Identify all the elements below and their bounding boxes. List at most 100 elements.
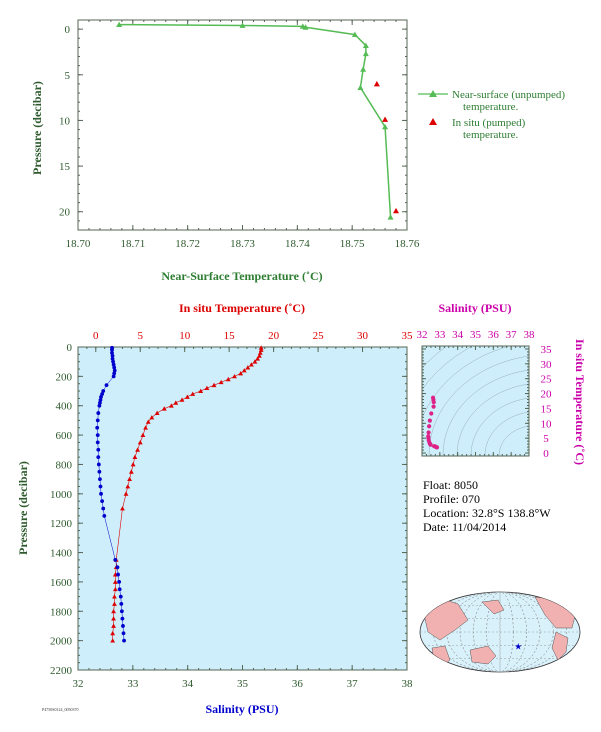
temp-tick-label: 35 — [402, 330, 414, 342]
x-tick-label: 18.74 — [285, 238, 310, 250]
x-tick-label: 18.76 — [395, 238, 420, 250]
location-map: ★ — [419, 591, 581, 673]
salinity-point — [95, 418, 100, 423]
temperature-point — [128, 469, 134, 474]
salinity-point — [99, 491, 103, 496]
temperature-point — [110, 630, 116, 636]
salinity-point — [117, 580, 122, 584]
figure-stamp: P4750S0124_0050370 — [42, 707, 79, 712]
temperature-point — [132, 454, 138, 460]
salinity-point — [104, 383, 109, 388]
salinity-point — [97, 403, 102, 408]
temperature-point — [140, 432, 146, 438]
ts-point — [428, 442, 433, 447]
ts-diagram: 32 33 34 35 36 37 38 0 5 10 15 20 25 30 35 — [417, 329, 553, 460]
ts-y-tick-label: 20 — [541, 389, 553, 401]
x-tick-label: 18.71 — [120, 238, 145, 250]
ts-point — [427, 418, 432, 423]
ts-point — [431, 404, 436, 409]
y-tick-label: 800 — [56, 459, 73, 471]
salinity-point — [101, 506, 106, 511]
ts-y-tick-label: 35 — [541, 344, 553, 356]
pumped-temperature-point — [393, 207, 400, 214]
salinity-point — [98, 397, 103, 402]
temperature-point — [252, 359, 258, 364]
y-tick-label: 1400 — [50, 548, 73, 560]
salinity-point — [110, 353, 115, 358]
map-meridian — [446, 592, 554, 672]
salinity-point — [97, 469, 102, 474]
temp-tick-label: 5 — [137, 330, 143, 342]
salinity-point — [98, 477, 102, 482]
ts-y-tick-label: 10 — [541, 418, 553, 430]
temperature-point — [241, 368, 247, 373]
near-surface-xlabel: Near-Surface Temperature (˚C) — [161, 269, 322, 283]
temperature-point — [258, 347, 264, 352]
ts-x-tick-label: 38 — [524, 329, 536, 341]
ts-x-tick-label: 34 — [452, 329, 464, 341]
unpumped-temperature-point — [357, 84, 364, 90]
y-tick-label: 2200 — [50, 665, 73, 677]
temperature-point — [127, 476, 132, 482]
unpumped-temperature-point — [351, 31, 358, 38]
salinity-point — [111, 359, 115, 364]
profile-temp-xlabel: In situ Temperature (˚C) — [179, 301, 305, 315]
ts-x-tick-label: 32 — [417, 329, 428, 341]
salinity-point — [111, 362, 116, 367]
temperature-point — [112, 586, 118, 592]
pumped-temperature-point — [382, 116, 389, 122]
temperature-point — [179, 397, 185, 402]
salinity-point — [102, 513, 107, 518]
y-tick-label: 5 — [65, 70, 71, 82]
map-landmass — [481, 599, 505, 615]
temperature-point — [149, 415, 155, 420]
temperature-point — [125, 484, 131, 489]
legend-unpumped-line2: temperature. — [463, 101, 519, 113]
unpumped-temperature-point — [362, 42, 369, 48]
y-tick-label: 600 — [56, 430, 73, 442]
float-location: Location: 32.8°S 138.8°W — [423, 506, 551, 520]
density-isoline — [422, 346, 511, 420]
legend-pumped-line2: temperature. — [463, 129, 519, 141]
unpumped-temperature-point — [387, 214, 394, 220]
temperature-point — [173, 400, 179, 405]
salinity-point — [99, 395, 103, 399]
salinity-point — [96, 455, 101, 460]
near-surface-ylabel: Pressure (decibar) — [30, 81, 44, 175]
temperature-point — [232, 373, 237, 379]
near-surface-plot: 18.70 18.71 18.72 18.73 18.74 18.75 18.76 0 5 10 1… — [59, 19, 420, 250]
salinity-point — [111, 374, 116, 379]
y-tick-label: 400 — [56, 401, 73, 413]
y-tick-label: 0 — [67, 342, 73, 354]
ts-temp-ylabel: In situ Temperature (˚C) — [573, 339, 587, 465]
map-meridian — [459, 592, 541, 672]
temperature-point — [258, 345, 264, 350]
temperature-point — [198, 388, 204, 393]
map-meridian — [486, 592, 514, 672]
salinity-point — [119, 609, 124, 614]
x-tick-label: 18.72 — [175, 238, 200, 250]
temperature-point — [248, 362, 254, 367]
ts-y-tick-label: 15 — [541, 403, 553, 415]
temperature-point — [184, 394, 190, 399]
temperature-point — [211, 382, 217, 388]
salinity-point — [116, 572, 120, 577]
salinity-point — [121, 631, 126, 636]
y-tick-label: 1000 — [50, 489, 73, 501]
temperature-point — [112, 594, 117, 599]
temperature-point — [111, 608, 116, 614]
salinity-point — [120, 616, 125, 621]
temperature-point — [135, 447, 140, 452]
near-surface-legend: Near-surface (unpumped) temperature. In … — [418, 89, 565, 141]
temperature-point — [112, 601, 117, 606]
temperature-point — [154, 410, 160, 415]
y-tick-label: 1200 — [50, 518, 73, 530]
salinity-point — [115, 565, 120, 570]
ts-y-tick-label: 30 — [541, 359, 553, 371]
legend-pumped-line1: In situ (pumped) — [452, 117, 526, 129]
y-tick-label: 1600 — [50, 577, 73, 589]
x-tick-label: 18.75 — [340, 238, 365, 250]
y-tick-label: 10 — [59, 115, 71, 127]
ts-y-tick-label: 25 — [541, 374, 553, 386]
